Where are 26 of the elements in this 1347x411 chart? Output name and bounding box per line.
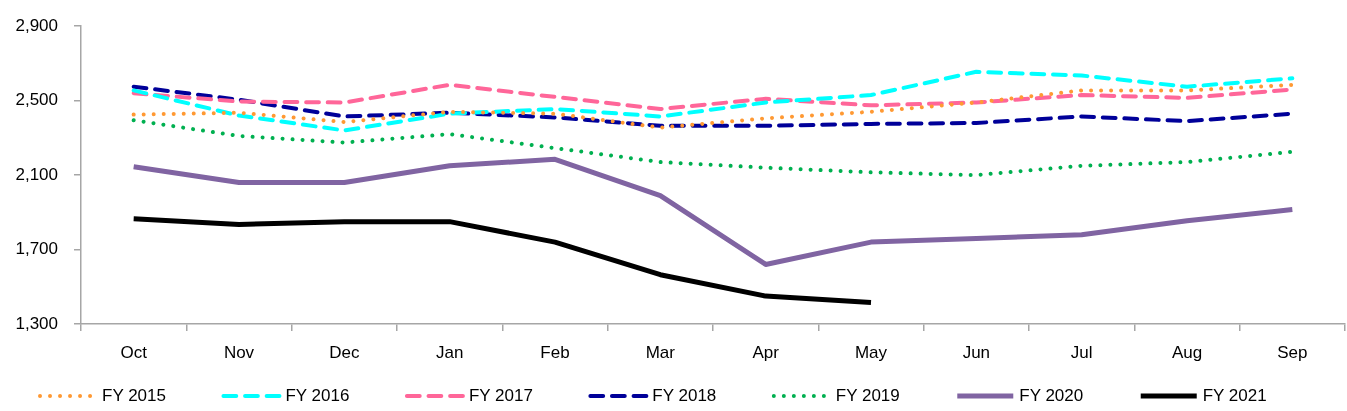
x-tick-label: May <box>854 342 888 362</box>
legend-label: FY 2016 <box>285 385 350 405</box>
y-tick-label: 2,500 <box>15 90 58 110</box>
x-tick-label: Oct <box>120 342 148 362</box>
x-tick-label: Sep <box>1277 342 1308 362</box>
y-tick-label: 2,900 <box>15 15 58 35</box>
x-tick-label: Dec <box>329 342 360 362</box>
x-tick-label: Apr <box>752 342 780 362</box>
x-tick-label: Nov <box>223 342 255 362</box>
x-tick-label: Feb <box>540 342 570 362</box>
x-tick-label: Jun <box>962 342 991 362</box>
legend-label: FY 2020 <box>1019 385 1084 405</box>
legend-label: FY 2017 <box>468 385 533 405</box>
line-series <box>131 118 1295 178</box>
legend-label: FY 2015 <box>102 385 166 405</box>
y-tick-label: 1,300 <box>15 313 58 333</box>
y-tick-label: 1,700 <box>15 239 58 259</box>
x-tick-label: Jan <box>435 342 464 362</box>
x-tick-label: Aug <box>1171 342 1203 362</box>
legend-label: FY 2021 <box>1202 385 1267 405</box>
legend-label: FY 2018 <box>652 385 717 405</box>
x-tick-label: Mar <box>645 342 676 362</box>
line-series <box>131 69 1295 133</box>
y-tick-label: 2,100 <box>15 164 58 184</box>
x-tick-label: Jul <box>1070 342 1093 362</box>
legend-label: FY 2019 <box>835 385 900 405</box>
